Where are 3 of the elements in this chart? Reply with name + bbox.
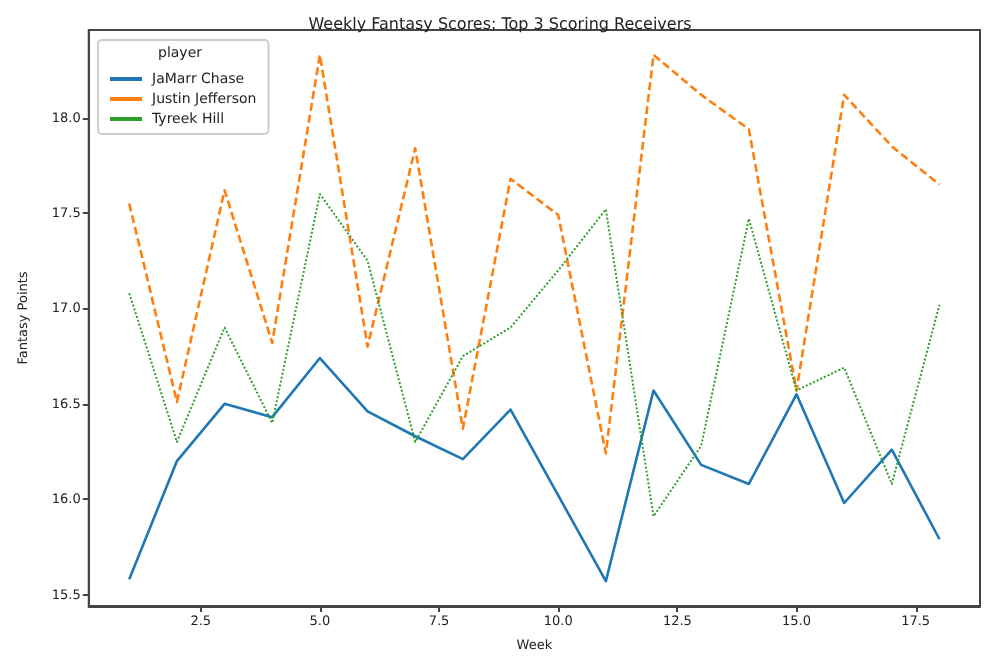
line-series	[127, 356, 941, 583]
chart-title: Weekly Fantasy Scores: Top 3 Scoring Receivers	[308, 15, 692, 33]
line-series	[128, 193, 941, 518]
